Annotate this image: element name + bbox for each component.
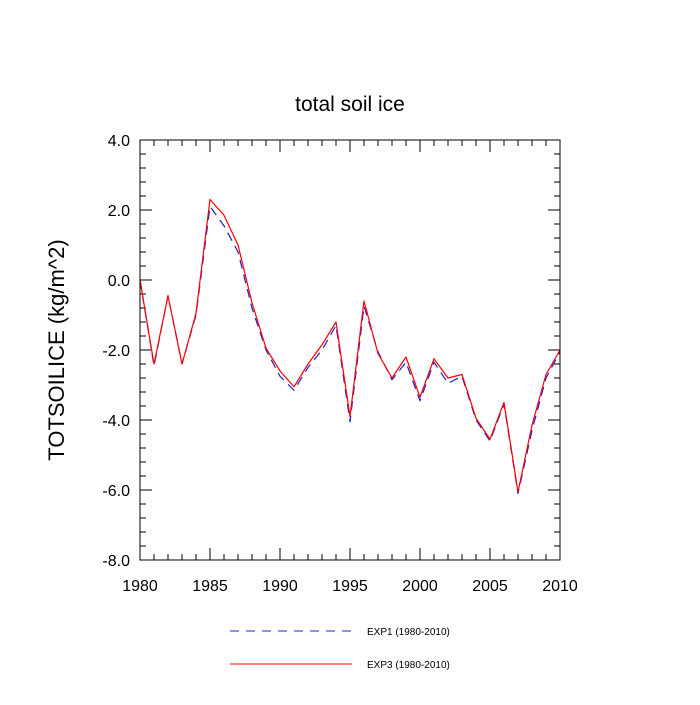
series-line-2 <box>139 198 561 493</box>
y-tick-label: -4.0 <box>102 413 130 430</box>
series-line-1 <box>139 205 561 495</box>
y-tick-label: -6.0 <box>102 483 130 500</box>
legend: EXP1 (1980-2010) EXP3 (1980-2010) <box>230 627 450 671</box>
x-tick-label: 2000 <box>402 578 438 595</box>
x-tick-label: 2010 <box>542 578 578 595</box>
legend-label: EXP3 (1980-2010) <box>367 660 450 671</box>
y-tick-label: 0.0 <box>108 273 130 290</box>
y-tick-label: -8.0 <box>102 553 130 570</box>
y-axis-label: TOTSOILICE (kg/m^2) <box>44 239 69 460</box>
y-tick-label: 4.0 <box>108 133 130 150</box>
x-tick-label: 1985 <box>192 578 228 595</box>
series-lines <box>139 198 561 495</box>
x-tick-label: 1980 <box>122 578 158 595</box>
plot-frame <box>139 139 561 561</box>
y-tick-label: -2.0 <box>102 343 130 360</box>
x-tick-label: 1990 <box>262 578 298 595</box>
axis-tick-labels: 1980 1985 1990 1995 2000 2005 2010 -8.0 -6.0 -4.0… <box>102 133 577 595</box>
chart-title: total soil ice <box>295 93 405 116</box>
axis-ticks <box>139 139 561 561</box>
x-tick-label: 2005 <box>472 578 508 595</box>
y-tick-label: 2.0 <box>108 203 130 220</box>
legend-label: EXP1 (1980-2010) <box>367 627 450 638</box>
x-tick-label: 1995 <box>332 578 368 595</box>
